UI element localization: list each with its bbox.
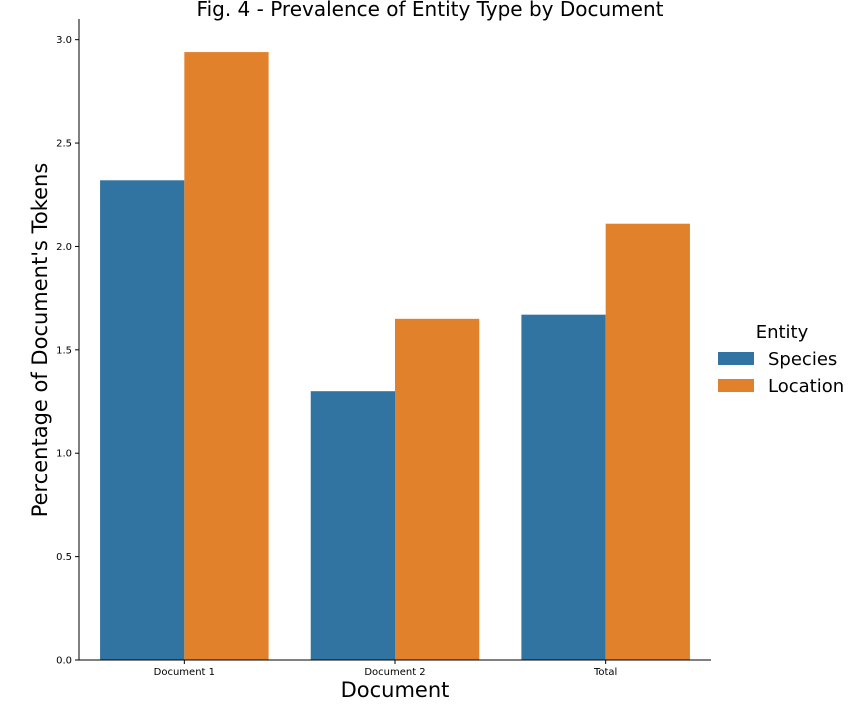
bar-location-document-1: [184, 52, 269, 661]
y-tick-label: 0.0: [56, 656, 72, 667]
bar-species-document-1: [100, 180, 185, 660]
chart-title: Fig. 4 - Prevalence of Entity Type by Do…: [197, 0, 664, 21]
bar-species-total: [521, 314, 606, 660]
legend-label-species: Species: [768, 349, 837, 370]
x-tick-label: Total: [593, 667, 617, 678]
x-axis-title: Document: [341, 678, 450, 702]
x-tick-label: Document 2: [364, 667, 425, 678]
legend-title: Entity: [756, 322, 809, 343]
bar-location-total: [605, 223, 690, 660]
x-axis-ticks: Document 1 Document 2 Total: [154, 660, 617, 678]
y-axis-title: Percentage of Document's Tokens: [28, 163, 52, 518]
y-tick-label: 2.0: [56, 242, 72, 253]
y-tick-label: 2.5: [56, 139, 72, 150]
x-tick-label: Document 1: [154, 667, 215, 678]
y-tick-label: 3.0: [56, 35, 72, 46]
legend-swatch-location: [718, 379, 754, 392]
legend: Entity Species Location: [718, 322, 844, 397]
legend-label-location: Location: [768, 376, 844, 397]
y-tick-label: 1.0: [56, 449, 72, 460]
y-tick-label: 0.5: [56, 552, 72, 563]
bar-location-document-2: [395, 318, 480, 660]
y-tick-label: 1.5: [56, 345, 72, 356]
legend-swatch-species: [718, 352, 754, 365]
bars-group: [100, 52, 690, 661]
bar-species-document-2: [310, 391, 395, 660]
y-axis-ticks: 0.0 0.5 1.0 1.5 2.0 2.5 3.0: [56, 35, 79, 667]
